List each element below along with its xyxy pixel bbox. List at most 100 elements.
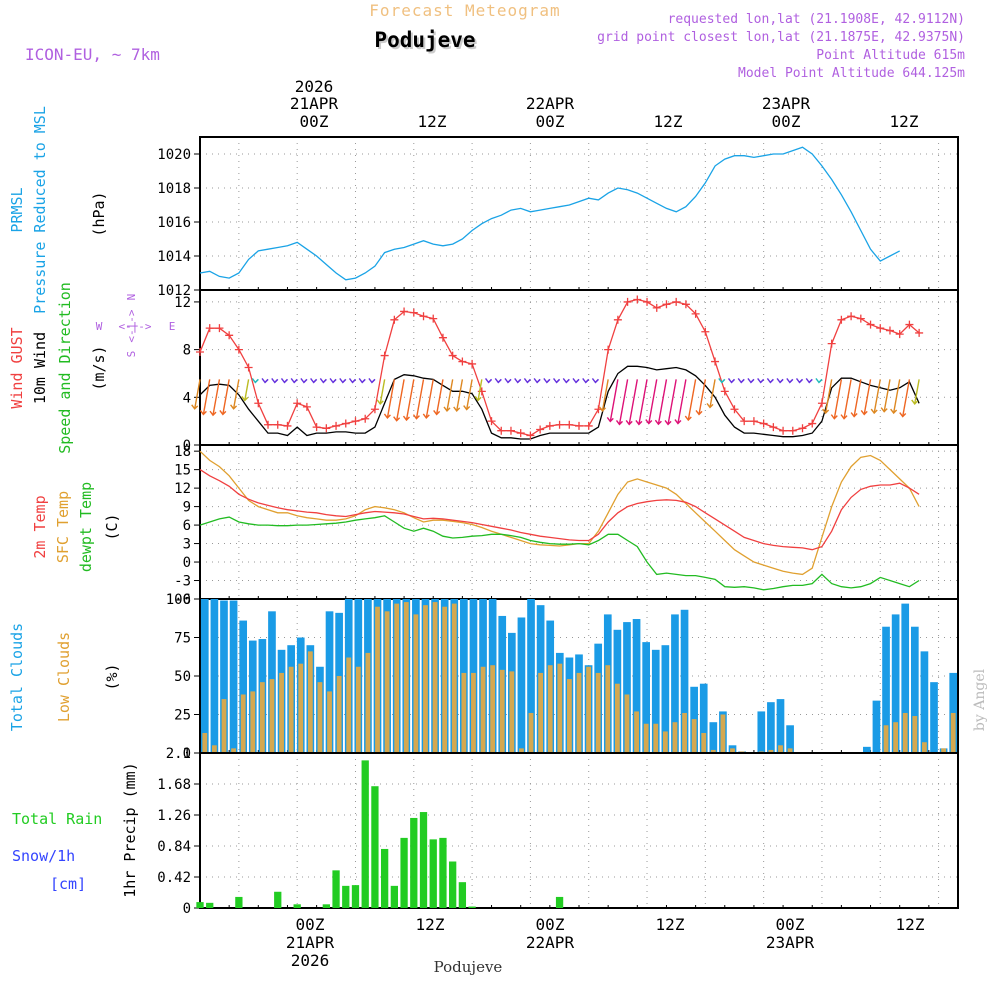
model-label: ICON-EU, ~ 7km (25, 45, 160, 64)
wind-arrow-head (199, 410, 207, 416)
top-date-label-3: 23APR (762, 94, 811, 113)
wind-direction-arrow (202, 379, 211, 415)
low-cloud-bar (384, 611, 390, 753)
cloud-label-unit: (%) (103, 663, 121, 690)
wind-direction-arrow (395, 379, 405, 421)
wind-arrow-head (870, 408, 878, 415)
wind-arrow-head (615, 420, 623, 426)
compass-east: E (169, 320, 176, 333)
precip-bar (458, 882, 467, 908)
wind-arrow-head (543, 378, 551, 384)
compass-south: S (125, 351, 138, 358)
top-12z-label-1: 12Z (418, 112, 447, 131)
precip-label-snow: Snow/1h (12, 847, 75, 865)
pressure-labels: PRMSL Pressure Reduced to MSL (hPa) (8, 106, 108, 314)
wind-label-direction: Speed and Direction (56, 282, 74, 454)
temp-ytick-label: 6 (183, 518, 191, 534)
low-cloud-bar (950, 712, 956, 753)
wind-gust-marker (196, 348, 204, 356)
watermark: by Angel (972, 668, 988, 731)
precip-ytick-label: 0.84 (157, 839, 191, 855)
wind-arrow-head (300, 378, 308, 384)
temp-ytick-label: 12 (174, 481, 191, 497)
temp-frame (199, 444, 959, 600)
bottom-00z-label-3: 00Z (776, 915, 805, 934)
wind-arrow-head (625, 420, 633, 426)
cloud-ytick-label: 25 (174, 708, 191, 724)
wind-gust-marker (497, 426, 506, 435)
wind-arrow-head (591, 378, 599, 384)
low-cloud-bar (259, 682, 265, 753)
low-cloud-bar (634, 711, 639, 753)
low-cloud-bar (720, 714, 726, 753)
total-cloud-bar (767, 702, 775, 753)
wind-gust-line (199, 298, 920, 437)
low-cloud-bar (403, 602, 409, 753)
wind-arrow-head (795, 378, 804, 384)
wind-gust-marker (759, 419, 768, 428)
low-cloud-bar (231, 748, 236, 753)
wind-gust-marker (400, 307, 409, 316)
low-cloud-bar (490, 665, 496, 753)
wind-arrow-head (695, 410, 703, 416)
wind-gust-marker (643, 297, 652, 306)
wind-arrow-head (348, 378, 356, 384)
wind-arrow-head (402, 415, 410, 422)
wind-arrow-head (463, 405, 471, 411)
compass-west: W (96, 320, 103, 333)
wind-gust-marker (516, 429, 525, 438)
precip-frame (199, 752, 959, 909)
wind-arrow-head (271, 378, 279, 384)
wind-gust-marker (429, 314, 438, 323)
wind-gust-marker (701, 327, 710, 336)
wind-gust-marker (575, 421, 583, 430)
total-cloud-bar (891, 614, 900, 753)
wind-arrow-head (776, 378, 784, 384)
temp-label-sfc: SFC Temp (54, 491, 72, 563)
wind-gust-marker (691, 309, 700, 318)
low-cloud-bar (701, 732, 707, 753)
wind-arrow-head (805, 378, 813, 384)
wind-arrow-head (890, 408, 898, 415)
total-cloud-bar (920, 651, 929, 753)
low-cloud-bar (355, 666, 361, 753)
wind-gust-marker (866, 320, 875, 329)
wind-arrow-head (840, 414, 848, 420)
bottom-12z-label-2: 12Z (656, 915, 685, 934)
wind-direction-arrow (618, 379, 629, 425)
wind-gust-marker (652, 303, 661, 312)
wind-gust-marker (205, 324, 214, 333)
bottom-00z-label-2: 00Z (536, 915, 565, 934)
low-cloud-bar (922, 742, 927, 753)
temp-ytick-label: -6 (174, 592, 191, 608)
wind-gust-marker (283, 421, 292, 430)
low-cloud-bar (365, 652, 371, 753)
wind-arrow-head (376, 399, 384, 405)
bottom-date-label-2: 22APR (526, 933, 575, 952)
top-00z-label-1: 00Z (300, 112, 329, 131)
wind-arrow-head (533, 378, 541, 384)
low-cloud-bar (432, 602, 438, 753)
low-cloud-bar (442, 606, 448, 753)
wind-gust-marker (322, 424, 331, 433)
wind-gust-marker (584, 421, 593, 430)
compass-horizontal: <-|-> (118, 320, 151, 333)
wind-direction-arrow (902, 379, 911, 417)
temp-label-dewpt: dewpt Temp (77, 482, 95, 572)
wind-arrow-head (474, 396, 482, 402)
cloud-ytick-label: 100 (166, 592, 191, 608)
precip-bar (322, 904, 330, 908)
low-cloud-bar (528, 712, 534, 753)
precip-bar (555, 896, 564, 908)
pressure-ytick-label: 1012 (157, 283, 191, 299)
low-cloud-bar (240, 694, 246, 753)
precip-bar (351, 885, 360, 908)
temp-ytick-label: 3 (183, 537, 191, 553)
wind-gust-marker (215, 324, 224, 333)
wind-arrow-head (562, 378, 570, 384)
grid-point-coords: grid point closest lon,lat (21.1875E, 42… (597, 30, 965, 45)
precip-bar (293, 904, 301, 908)
wind-ytick-label: 12 (174, 295, 191, 311)
wind-gust-marker (225, 331, 234, 340)
wind-direction-arrow (667, 379, 677, 425)
